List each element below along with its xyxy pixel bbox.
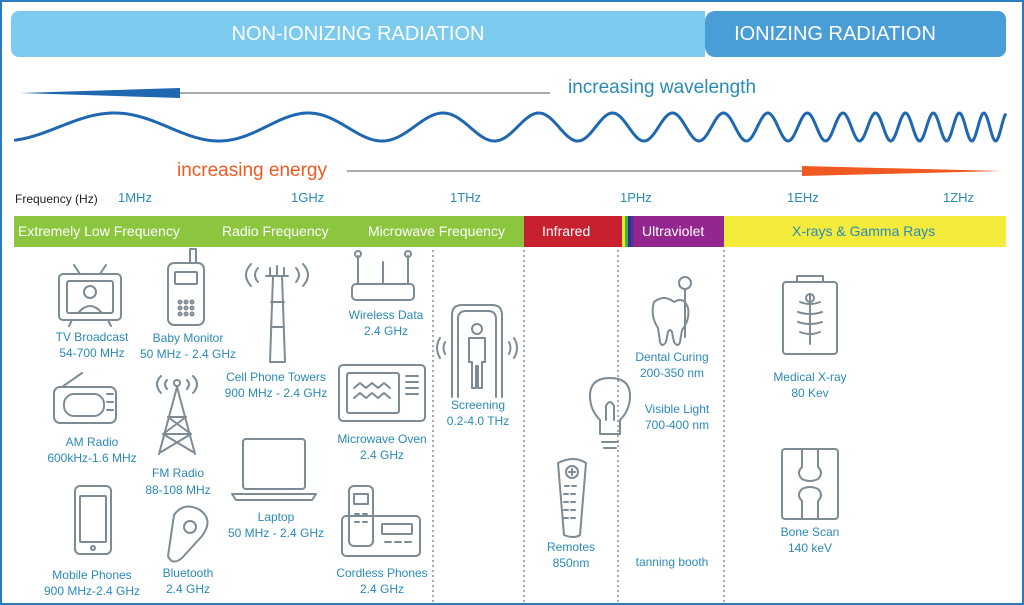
tanning-booth-name: tanning booth [635, 555, 709, 569]
cell-tower-icon [245, 263, 309, 363]
wireless-data-name: Wireless Data [348, 308, 424, 322]
freq-tick-1ehz: 1EHz [787, 190, 819, 205]
cordless-phone-icon [341, 485, 421, 557]
bluetooth-earpiece-icon [167, 505, 209, 563]
band-green [14, 216, 524, 247]
band-xray [724, 216, 1006, 247]
increasing-energy-label: increasing energy [177, 160, 327, 181]
band-label-microwave: Microwave Frequency [368, 223, 505, 239]
bone-scan-icon [781, 448, 839, 520]
band-label-ultraviolet: Ultraviolet [642, 223, 705, 239]
fm-radio-freq: 88-108 MHz [145, 483, 211, 497]
tv-broadcast-name: TV Broadcast [55, 330, 129, 344]
cell-towers-name: Cell Phone Towers [226, 370, 326, 384]
mobile-phone-icon [74, 485, 112, 555]
freq-tick-1thz: 1THz [450, 190, 482, 205]
medical-xray-icon [782, 275, 838, 355]
ionizing-label: IONIZING RADIATION [734, 23, 936, 45]
ionizing-header [705, 11, 1006, 57]
microwave-oven-icon [338, 364, 426, 422]
tv-icon [58, 264, 122, 327]
am-radio-freq: 600kHz-1.6 MHz [47, 451, 137, 465]
microwave-oven-name: Microwave Oven [337, 432, 427, 446]
dental-tooth-icon [651, 297, 690, 346]
microwave-oven-freq: 2.4 GHz [359, 448, 404, 462]
fm-tower-icon [156, 375, 198, 455]
dental-mirror-icon [678, 276, 692, 338]
freq-tick-1ghz: 1GHz [291, 190, 325, 205]
bone-scan-name: Bone Scan [780, 525, 840, 539]
am-radio-name: AM Radio [65, 435, 119, 449]
laptop-freq: 50 MHz - 2.4 GHz [227, 526, 325, 540]
spectrum-wave [13, 111, 1008, 143]
laptop-icon [231, 438, 317, 501]
tv-broadcast-freq: 54-700 MHz [59, 346, 125, 360]
medical-xray-freq: 80 Kev [791, 386, 829, 400]
energy-arrow-head [802, 166, 1002, 176]
remotes-name: Remotes [546, 540, 596, 554]
radio-icon [53, 372, 117, 424]
screening-freq: 0.2-4.0 THz [446, 414, 510, 428]
remote-control-icon [557, 458, 587, 538]
body-scanner-icon [436, 304, 518, 398]
non-ionizing-label: NON-IONIZING RADIATION [231, 23, 485, 45]
band-infrared [524, 216, 622, 247]
wireless-router-icon [351, 250, 415, 301]
freq-tick-1mhz: 1MHz [118, 190, 152, 205]
band-label-xray: X-rays & Gamma Rays [792, 223, 936, 239]
freq-tick-1zhz: 1ZHz [943, 190, 975, 205]
baby-monitor-icon [167, 248, 205, 326]
visible-light-name: Visible Light [644, 402, 710, 416]
dental-curing-freq: 200-350 nm [639, 366, 705, 380]
laptop-name: Laptop [257, 510, 295, 524]
frequency-axis-label: Frequency (Hz) [15, 192, 98, 206]
visible-light-freq: 700-400 nm [644, 418, 710, 432]
baby-monitor-freq: 50 MHz - 2.4 GHz [139, 347, 237, 361]
bone-scan-freq: 140 keV [787, 541, 833, 555]
fm-radio-name: FM Radio [151, 466, 204, 480]
mobile-phones-name: Mobile Phones [52, 568, 132, 582]
bluetooth-name: Bluetooth [162, 566, 214, 580]
band-label-radio: Radio Frequency [222, 223, 329, 239]
band-label-infrared: Infrared [542, 223, 591, 239]
band-ultraviolet [634, 216, 724, 247]
increasing-wavelength-label: increasing wavelength [568, 77, 757, 98]
screening-name: Screening [450, 398, 506, 412]
wavelength-arrow-head [20, 88, 180, 98]
medical-xray-name: Medical X-ray [773, 370, 847, 384]
wireless-data-freq: 2.4 GHz [363, 324, 408, 338]
light-bulb-icon [589, 377, 631, 449]
dental-curing-name: Dental Curing [635, 350, 709, 364]
band-label-elf: Extremely Low Frequency [18, 223, 180, 239]
cordless-phones-freq: 2.4 GHz [359, 582, 404, 596]
baby-monitor-name: Baby Monitor [152, 331, 224, 345]
remotes-freq: 850nm [552, 556, 590, 570]
freq-tick-1phz: 1PHz [620, 190, 652, 205]
non-ionizing-header [11, 11, 705, 57]
cordless-phones-name: Cordless Phones [336, 566, 428, 580]
mobile-phones-freq: 900 MHz-2.4 GHz [43, 584, 141, 598]
band-visible-strip [622, 216, 634, 247]
bluetooth-freq: 2.4 GHz [165, 582, 210, 596]
cell-towers-freq: 900 MHz - 2.4 GHz [224, 386, 328, 400]
